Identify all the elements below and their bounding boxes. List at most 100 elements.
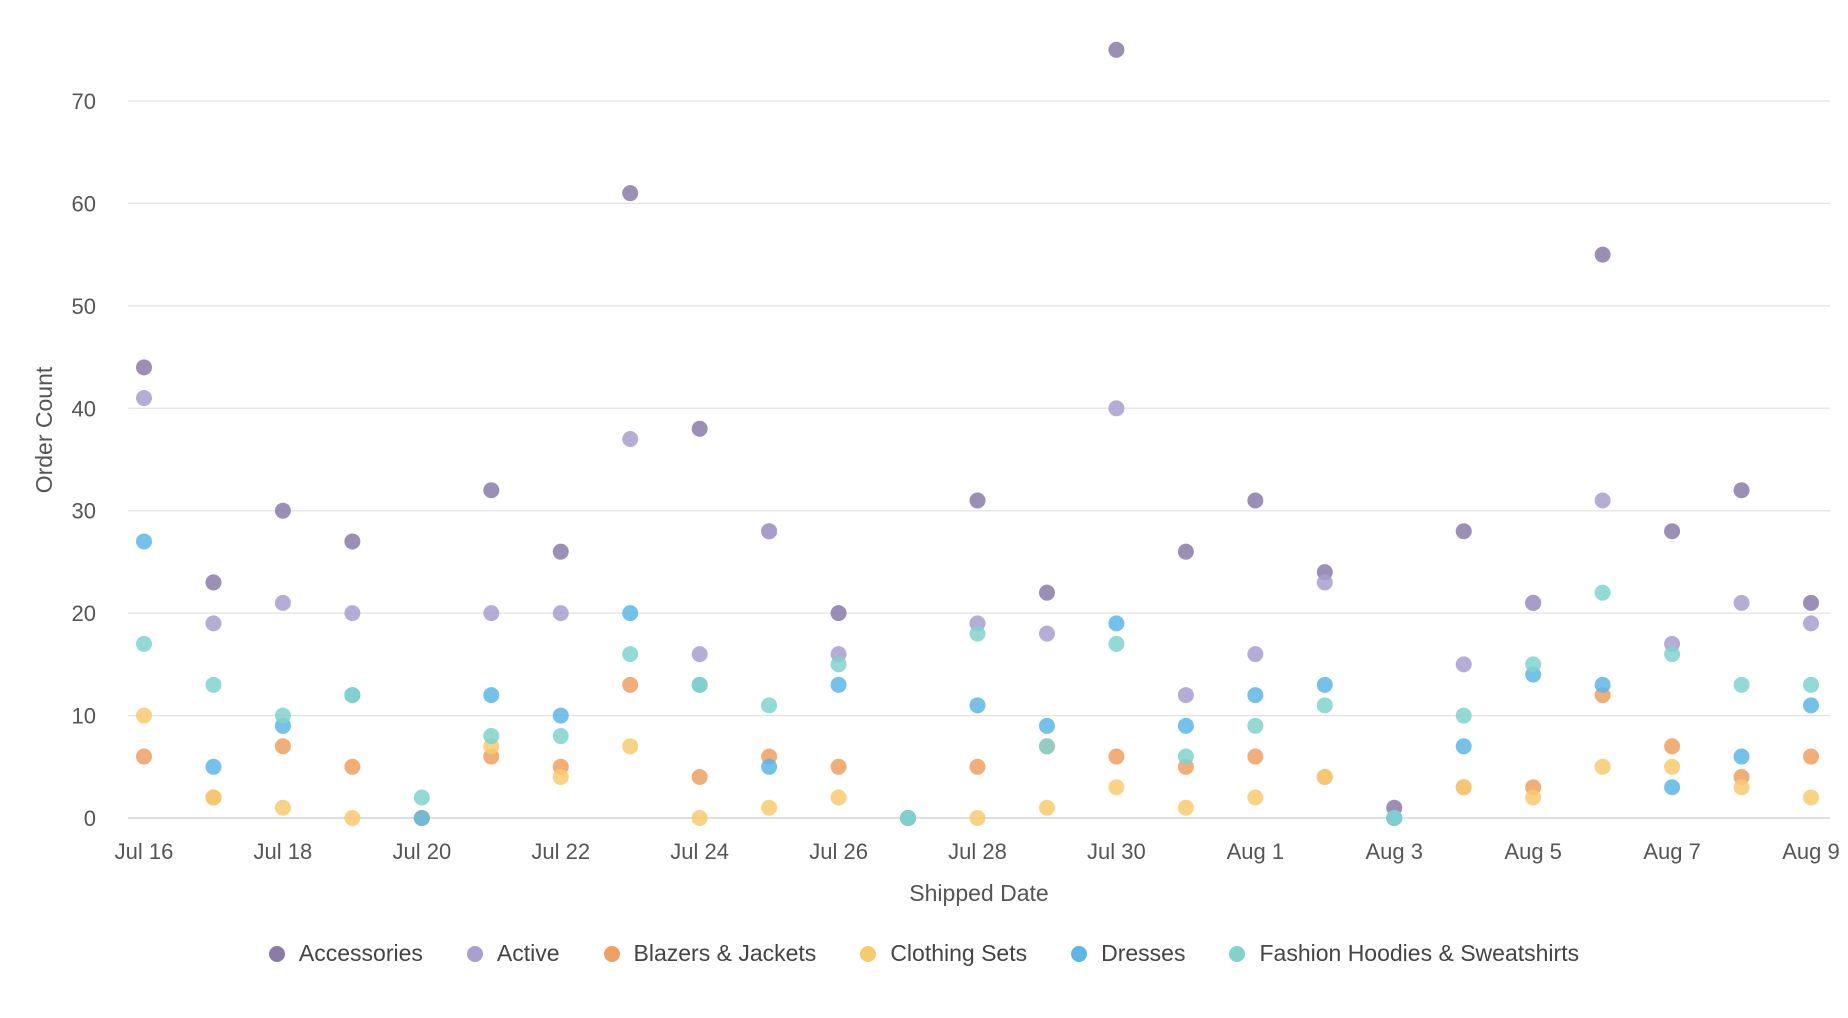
data-point[interactable] [830, 758, 847, 775]
data-point[interactable] [136, 533, 152, 550]
data-point[interactable] [344, 687, 361, 704]
data-point[interactable] [830, 656, 847, 673]
data-point[interactable] [1316, 769, 1333, 786]
data-point[interactable] [1247, 789, 1264, 806]
data-point[interactable] [1455, 779, 1472, 796]
data-point[interactable] [1455, 656, 1472, 673]
legend-item[interactable]: Dresses [1071, 940, 1185, 967]
data-point[interactable] [1733, 594, 1750, 611]
data-point[interactable] [1803, 697, 1819, 714]
data-point[interactable] [1733, 748, 1750, 765]
data-point[interactable] [1455, 707, 1472, 724]
data-point[interactable] [1108, 635, 1125, 652]
data-point[interactable] [1108, 748, 1125, 765]
data-point[interactable] [1038, 717, 1055, 734]
data-point[interactable] [483, 728, 500, 745]
data-point[interactable] [761, 697, 778, 714]
data-point[interactable] [274, 799, 291, 816]
data-point[interactable] [691, 420, 708, 437]
data-point[interactable] [274, 707, 291, 724]
legend-item[interactable]: Fashion Hoodies & Sweatshirts [1229, 940, 1579, 967]
data-point[interactable] [761, 799, 778, 816]
data-point[interactable] [1247, 492, 1264, 509]
data-point[interactable] [274, 502, 291, 519]
legend-item[interactable]: Clothing Sets [860, 940, 1027, 967]
legend-item[interactable]: Active [466, 940, 560, 967]
data-point[interactable] [1594, 676, 1611, 693]
data-point[interactable] [622, 676, 639, 693]
data-point[interactable] [205, 615, 222, 632]
data-point[interactable] [1108, 779, 1125, 796]
data-point[interactable] [274, 594, 291, 611]
data-point[interactable] [344, 758, 361, 775]
data-point[interactable] [136, 359, 152, 376]
data-point[interactable] [1733, 676, 1750, 693]
data-point[interactable] [761, 523, 778, 540]
data-point[interactable] [1108, 400, 1125, 417]
data-point[interactable] [274, 738, 291, 755]
data-point[interactable] [1525, 656, 1542, 673]
data-point[interactable] [969, 697, 986, 714]
data-point[interactable] [1803, 676, 1819, 693]
data-point[interactable] [830, 676, 847, 693]
data-point[interactable] [1177, 687, 1194, 704]
data-point[interactable] [136, 748, 152, 765]
data-point[interactable] [1038, 799, 1055, 816]
data-point[interactable] [1803, 789, 1819, 806]
data-point[interactable] [205, 789, 222, 806]
data-point[interactable] [1177, 543, 1194, 560]
data-point[interactable] [205, 758, 222, 775]
data-point[interactable] [1386, 810, 1403, 826]
data-point[interactable] [1247, 646, 1264, 663]
data-point[interactable] [1803, 594, 1819, 611]
data-point[interactable] [900, 810, 917, 826]
data-point[interactable] [1455, 523, 1472, 540]
data-point[interactable] [552, 728, 569, 745]
data-point[interactable] [552, 769, 569, 786]
data-point[interactable] [552, 707, 569, 724]
data-point[interactable] [691, 810, 708, 826]
data-point[interactable] [969, 810, 986, 826]
data-point[interactable] [552, 605, 569, 622]
data-point[interactable] [1177, 717, 1194, 734]
data-point[interactable] [483, 482, 500, 499]
data-point[interactable] [1247, 717, 1264, 734]
data-point[interactable] [969, 625, 986, 642]
data-point[interactable] [622, 185, 639, 202]
data-point[interactable] [1455, 738, 1472, 755]
data-point[interactable] [1316, 676, 1333, 693]
data-point[interactable] [969, 492, 986, 509]
data-point[interactable] [1594, 758, 1611, 775]
data-point[interactable] [344, 810, 361, 826]
data-point[interactable] [1316, 574, 1333, 591]
data-point[interactable] [1594, 246, 1611, 263]
data-point[interactable] [344, 533, 361, 550]
data-point[interactable] [1177, 748, 1194, 765]
data-point[interactable] [1525, 789, 1542, 806]
legend-item[interactable]: Accessories [268, 940, 423, 967]
data-point[interactable] [413, 789, 430, 806]
data-point[interactable] [691, 646, 708, 663]
data-point[interactable] [1525, 594, 1542, 611]
data-point[interactable] [1177, 799, 1194, 816]
data-point[interactable] [1108, 615, 1125, 632]
data-point[interactable] [1664, 523, 1681, 540]
data-point[interactable] [1108, 41, 1125, 58]
data-point[interactable] [830, 789, 847, 806]
data-point[interactable] [622, 646, 639, 663]
data-point[interactable] [969, 758, 986, 775]
data-point[interactable] [136, 390, 152, 407]
data-point[interactable] [136, 707, 152, 724]
data-point[interactable] [830, 605, 847, 622]
data-point[interactable] [1038, 584, 1055, 601]
data-point[interactable] [1803, 748, 1819, 765]
data-point[interactable] [1247, 687, 1264, 704]
data-point[interactable] [1803, 615, 1819, 632]
data-point[interactable] [205, 574, 222, 591]
data-point[interactable] [205, 676, 222, 693]
data-point[interactable] [1038, 625, 1055, 642]
legend-item[interactable]: Blazers & Jackets [603, 940, 816, 967]
data-point[interactable] [761, 758, 778, 775]
data-point[interactable] [1247, 748, 1264, 765]
data-point[interactable] [1664, 758, 1681, 775]
